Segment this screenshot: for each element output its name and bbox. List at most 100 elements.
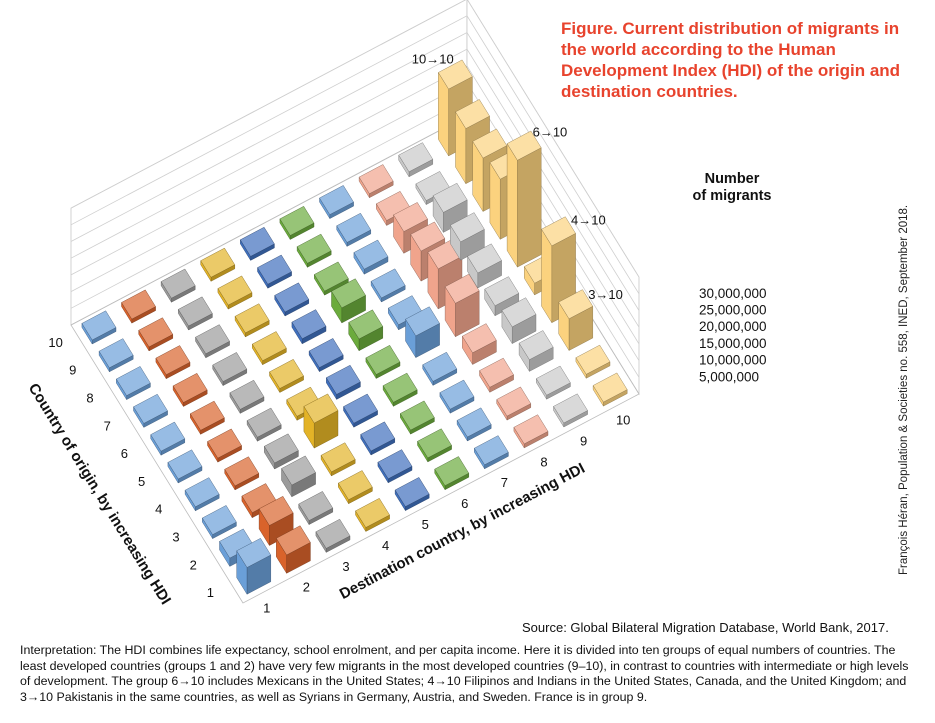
x-tick-8: 8 xyxy=(540,454,547,469)
bar-o4-d5 xyxy=(343,393,378,428)
gridline-4 xyxy=(70,48,640,328)
x-tick-10: 10 xyxy=(616,412,630,427)
bar-face-top xyxy=(360,421,396,452)
bar-o10-d8 xyxy=(358,164,394,199)
bar-face-top xyxy=(200,247,236,278)
bar-o8-d9 xyxy=(432,182,468,234)
bar-face-top xyxy=(178,296,213,327)
bar-face-top xyxy=(257,254,292,285)
y-tick-3: 3 xyxy=(172,530,179,545)
bar-face-top xyxy=(382,372,418,403)
bar-o8-d3 xyxy=(195,324,230,359)
bar-face-top xyxy=(592,372,628,403)
bar-face-top xyxy=(541,216,576,247)
bar-o9-d4 xyxy=(217,275,253,310)
z-axis-title-line2: of migrants xyxy=(693,188,772,204)
bar-o5-d6 xyxy=(365,345,401,380)
bar-o1-d8 xyxy=(513,414,549,449)
bar-o3-d1 xyxy=(202,505,237,540)
x-tick-9: 9 xyxy=(580,433,587,448)
bar-face-top xyxy=(138,317,174,348)
bar-face-top xyxy=(246,407,282,438)
bar-face-top xyxy=(439,379,475,410)
bar-o9-d2 xyxy=(138,317,174,352)
bar-face-top xyxy=(456,407,492,438)
bar-o4-d8 xyxy=(462,323,497,366)
z-tick-1: 10,000,000 xyxy=(699,353,767,368)
bar-face-top xyxy=(336,212,372,243)
bar-face-top xyxy=(229,379,265,410)
y-tick-1: 1 xyxy=(207,585,214,600)
y-tick-8: 8 xyxy=(86,391,93,406)
bar-face-top xyxy=(269,359,304,389)
bar-face-top xyxy=(160,268,196,299)
bar-o6-d5 xyxy=(308,338,344,373)
bar-face-top xyxy=(353,239,389,270)
bar-o10-d6 xyxy=(279,206,315,241)
bar-face-top xyxy=(393,202,428,232)
bar-face-top xyxy=(212,352,248,382)
bar-face-top xyxy=(258,496,294,526)
bar-face-top xyxy=(236,538,272,568)
z-tick-4: 25,000,000 xyxy=(699,303,767,318)
bar-o1-d9 xyxy=(553,393,588,428)
bar-face-top xyxy=(467,243,502,274)
bar-face-top xyxy=(320,442,356,473)
y-tick-4: 4 xyxy=(155,502,162,517)
bar-o3-d10 xyxy=(558,289,594,352)
bar-o9-d5 xyxy=(257,254,292,289)
bar-face-top xyxy=(217,275,253,306)
x-tick-4: 4 xyxy=(382,538,389,553)
bar-o7-d4 xyxy=(252,331,287,366)
y-tick-2: 2 xyxy=(190,557,197,572)
bar-o2-d4 xyxy=(338,470,373,505)
bar-o5-d8 xyxy=(444,273,480,338)
bar-o1-d6 xyxy=(434,456,470,491)
bar-face-top xyxy=(279,206,315,236)
bar-o2-d5 xyxy=(377,449,413,484)
x-tick-7: 7 xyxy=(501,475,508,490)
bar-o5-d1 xyxy=(167,449,203,484)
bar-face-top xyxy=(274,282,310,313)
bar-o4-d1 xyxy=(184,477,220,512)
bar-face-top xyxy=(394,477,430,507)
bar-face-top xyxy=(276,525,311,556)
bar-face-top xyxy=(240,226,275,257)
bar-face-top xyxy=(558,289,594,320)
bar-face-top xyxy=(338,470,373,500)
bar-face-top xyxy=(252,331,287,361)
bar-face-top xyxy=(155,345,191,375)
bar-face-front xyxy=(517,147,542,268)
bar-face-top xyxy=(116,366,151,396)
bar-o7-d2 xyxy=(172,373,208,408)
bar-face-top xyxy=(370,268,406,299)
bar-o2-d9 xyxy=(536,365,571,400)
bar-face-top xyxy=(281,455,316,486)
bar-face-top xyxy=(455,99,490,129)
bar-face-top xyxy=(348,309,384,340)
annotation-1: 6→10 xyxy=(533,125,568,140)
bar-o8-d2 xyxy=(155,345,191,380)
bar-o6-d6 xyxy=(348,309,384,352)
bar-o2-d10 xyxy=(575,344,611,380)
bar-o1-d2 xyxy=(276,525,311,575)
bar-o10-d9 xyxy=(398,142,434,178)
gridline-3 xyxy=(70,65,640,345)
x-tick-5: 5 xyxy=(422,517,429,532)
z-tick-0: 5,000,000 xyxy=(699,369,759,384)
bar-face-top xyxy=(400,400,435,431)
bar-o5-d2 xyxy=(207,428,242,463)
bar-face-top xyxy=(234,303,270,334)
bar-face-top xyxy=(98,338,134,369)
bar-face-top xyxy=(444,273,480,304)
bar-face-top xyxy=(184,477,220,508)
bar-o8-d7 xyxy=(353,239,389,275)
gridline-6 xyxy=(70,15,640,295)
bar-o3-d9 xyxy=(518,330,554,373)
gridline-7 xyxy=(70,0,640,278)
bar-face-top xyxy=(315,518,351,549)
bar-o4-d9 xyxy=(501,297,537,345)
bar-o4-d3 xyxy=(264,433,299,470)
bar-o2-d8 xyxy=(496,386,532,421)
